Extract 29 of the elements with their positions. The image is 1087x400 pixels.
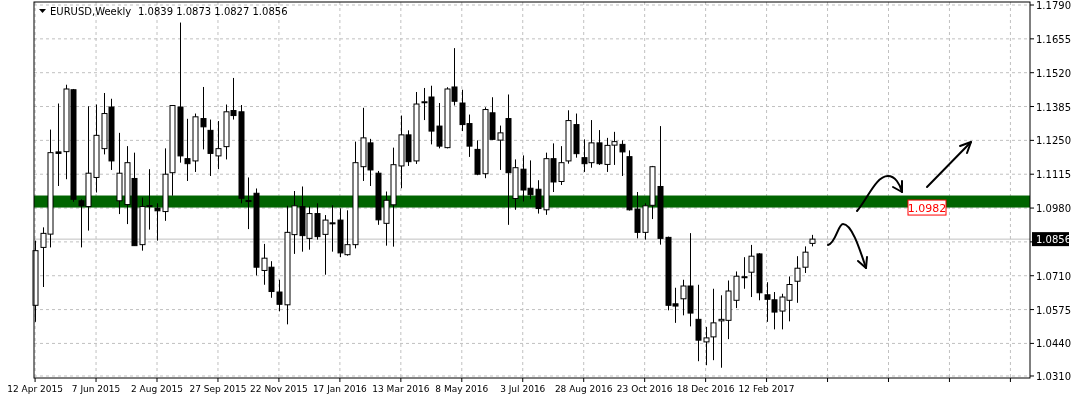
x-tick-label: 23 Oct 2016 xyxy=(616,384,673,394)
y-tick-label: 1.0980 xyxy=(1036,203,1071,215)
y-tick-label: 1.0710 xyxy=(1036,270,1071,282)
x-tick-label: 18 Dec 2016 xyxy=(676,384,735,394)
y-tick-label: 1.0575 xyxy=(1036,304,1071,316)
chart-subtitle: 1.0839 1.0873 1.0827 1.0856 xyxy=(138,6,288,17)
band-label: 1.0982 xyxy=(907,201,947,215)
candlestick xyxy=(802,245,809,274)
x-tick-label: 13 Mar 2016 xyxy=(372,384,430,394)
x-tick-label: 22 Nov 2015 xyxy=(250,384,308,394)
x-tick-label: 12 Feb 2017 xyxy=(738,384,795,394)
y-tick-label: 1.0310 xyxy=(1036,370,1071,382)
x-tick-label: 8 May 2016 xyxy=(435,384,489,394)
y-tick-label: 1.1385 xyxy=(1036,101,1071,113)
x-tick-label: 7 Jun 2015 xyxy=(71,384,121,394)
y-tick-label: 1.1115 xyxy=(1036,169,1071,181)
y-tick-label: 1.0440 xyxy=(1036,338,1071,350)
y-tick-label: 1.1250 xyxy=(1036,135,1071,147)
x-tick-label: 28 Aug 2016 xyxy=(554,384,613,394)
y-tick-label: 1.1520 xyxy=(1036,67,1071,79)
chart-title: EURUSD,Weekly xyxy=(50,6,132,17)
y-tick-label: 1.1790 xyxy=(1036,0,1071,12)
x-tick-label: 2 Aug 2015 xyxy=(131,384,183,394)
x-tick-label: 27 Sep 2015 xyxy=(189,384,247,394)
y-tick-label: 1.1655 xyxy=(1036,33,1071,45)
x-tick-label: 17 Jan 2016 xyxy=(312,384,368,394)
candlestick xyxy=(794,255,801,304)
x-tick-label: 3 Jul 2016 xyxy=(500,384,546,394)
x-tick-label: 12 Apr 2015 xyxy=(7,384,63,394)
